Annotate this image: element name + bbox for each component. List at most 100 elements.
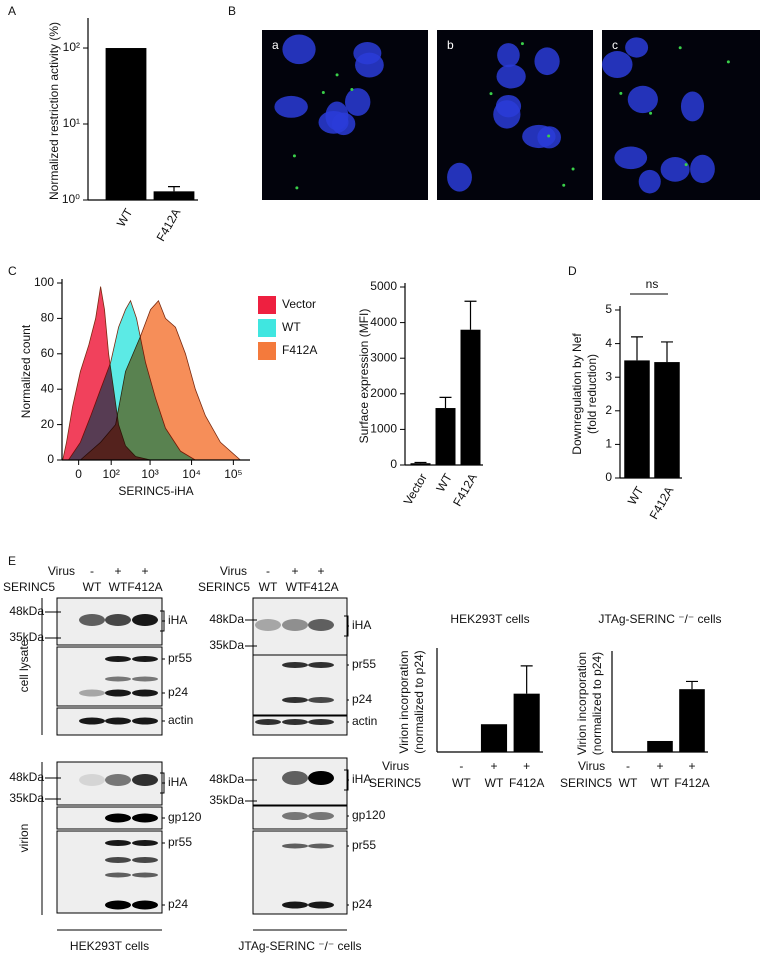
band [79, 774, 105, 786]
green-speck [562, 183, 566, 187]
band [132, 656, 158, 662]
nucleus [627, 85, 658, 114]
nucleus [496, 64, 526, 89]
band [132, 900, 158, 910]
serinc5-label: F412A [127, 580, 162, 594]
y-tick-label: 3 [605, 369, 612, 383]
bar [410, 463, 431, 465]
row-label: Virus [220, 564, 247, 578]
bar [480, 724, 508, 752]
band-label: p24 [168, 685, 188, 699]
bracket [160, 610, 165, 632]
nucleus [495, 94, 522, 118]
band [282, 697, 308, 703]
nucleus [638, 169, 661, 194]
error-bar [168, 186, 180, 192]
row-label: Virus [48, 564, 75, 578]
band [308, 901, 334, 909]
band-label: pr55 [352, 838, 376, 852]
nucleus [282, 34, 316, 65]
green-speck [678, 46, 682, 50]
virus-sign: - [459, 759, 463, 773]
virus-sign: + [317, 564, 324, 578]
x-tick-label: WT [651, 776, 670, 790]
nucleus [534, 47, 560, 76]
marker-label: 35kDa [209, 793, 244, 807]
band [105, 656, 131, 662]
x-tick-label: WT [625, 484, 647, 508]
band [282, 719, 308, 725]
y-tick-label: 100 [34, 275, 54, 289]
band [132, 676, 158, 682]
nucleus [602, 51, 633, 79]
nucleus [522, 124, 556, 149]
panel-label: E [8, 554, 16, 568]
band [282, 901, 308, 909]
row-label: SERINC5 [198, 580, 250, 594]
nucleus [274, 95, 308, 118]
y-tick-label: 5 [605, 302, 612, 316]
bar [105, 48, 147, 200]
x-axis-label: SERINC5-iHA [118, 484, 193, 498]
virus-sign: - [90, 564, 94, 578]
band [132, 857, 158, 863]
band-label: p24 [352, 897, 372, 911]
band [308, 619, 334, 631]
y-tick-label: 1 [605, 437, 612, 451]
x-tick-label: WT [485, 776, 504, 790]
nucleus [355, 52, 384, 78]
band [308, 719, 334, 725]
band [132, 614, 158, 626]
nucleus [690, 154, 715, 184]
row-label: SERINC5 [560, 776, 612, 790]
band [105, 813, 131, 823]
green-speck [684, 163, 688, 167]
legend-label: Vector [282, 297, 316, 311]
nucleus [625, 37, 649, 58]
band [282, 843, 308, 849]
virus-sign: + [523, 759, 530, 773]
serinc5-label: F412A [303, 580, 338, 594]
marker-label: 35kDa [9, 630, 44, 644]
virus-sign: + [490, 759, 497, 773]
legend-label: F412A [282, 343, 317, 357]
y-tick-label: 0 [47, 452, 54, 466]
error-bar [520, 665, 533, 694]
band-label: iHA [168, 775, 187, 789]
band [132, 872, 158, 878]
band [308, 662, 334, 668]
y-axis-label: Downregulation by Nef [570, 333, 584, 455]
micrograph-label: c [612, 38, 618, 52]
panel-label: B [228, 4, 236, 18]
band [79, 717, 105, 725]
x-tick-label: 10² [103, 467, 120, 481]
error-bar [414, 461, 427, 464]
band-label: pr55 [352, 657, 376, 671]
green-speck [335, 73, 339, 77]
nucleus [318, 110, 349, 134]
band [132, 813, 158, 823]
band [308, 771, 334, 785]
band-label: iHA [352, 772, 371, 786]
band-label: actin [352, 714, 377, 728]
band-label: iHA [168, 613, 187, 627]
band [105, 857, 131, 863]
virus-sign: + [291, 564, 298, 578]
band [105, 774, 131, 786]
band [308, 843, 334, 849]
virus-sign: + [688, 759, 695, 773]
marker-label: 48kDa [9, 604, 44, 618]
y-axis-label: Surface expression (MFI) [357, 309, 371, 444]
y-tick-label: 80 [41, 311, 55, 325]
band [105, 717, 131, 725]
x-tick-label: WT [619, 776, 638, 790]
row-label: Virus [578, 759, 605, 773]
panel-label: C [8, 264, 17, 278]
band [132, 689, 158, 697]
serinc5-label: WT [109, 580, 128, 594]
y-tick-label: 40 [41, 381, 55, 395]
nucleus [614, 146, 648, 170]
y-tick-label: 10⁰ [62, 192, 80, 206]
green-speck [547, 134, 551, 138]
